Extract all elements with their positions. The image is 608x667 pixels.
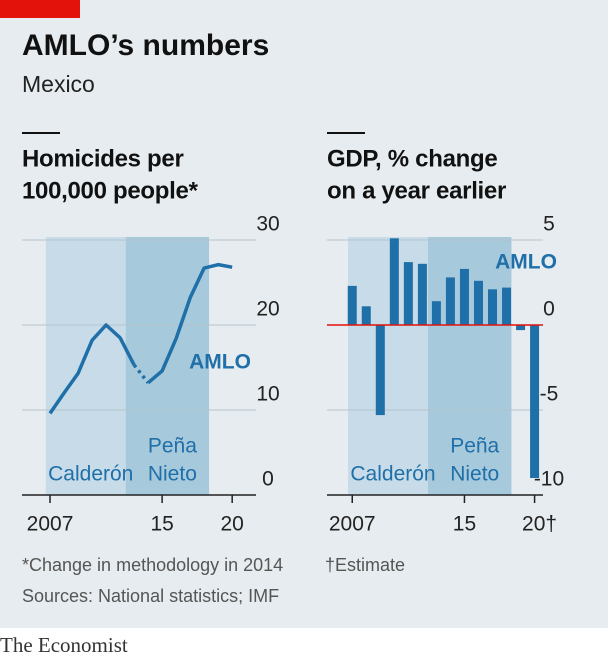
- bar: [502, 287, 512, 325]
- panel-title: Homicides per: [22, 145, 184, 172]
- bar: [403, 262, 413, 325]
- bar: [459, 268, 469, 325]
- bar: [445, 277, 455, 325]
- period-label: Calderón: [48, 463, 133, 486]
- period-label: Nieto: [148, 463, 197, 486]
- bar: [361, 306, 371, 325]
- bar: [530, 325, 540, 478]
- bar: [473, 280, 483, 325]
- y-tick-label: 5: [543, 213, 555, 236]
- bar: [389, 238, 399, 325]
- y-tick-label: 0: [543, 298, 555, 321]
- period-label: Peña: [148, 435, 197, 458]
- y-tick-label: -5: [540, 383, 559, 406]
- source: Sources: National statistics; IMF: [22, 586, 279, 606]
- period-label: Nieto: [450, 463, 499, 486]
- chart-subtitle: Mexico: [22, 71, 95, 97]
- bar: [516, 325, 526, 331]
- period-label: AMLO: [495, 251, 557, 274]
- period-band: [427, 237, 512, 495]
- y-tick-label: 10: [256, 383, 279, 406]
- period-label: Peña: [450, 435, 499, 458]
- x-tick-label: 20: [220, 513, 243, 536]
- x-tick-label: 20†: [522, 513, 557, 536]
- period-band: [45, 237, 126, 495]
- bar: [417, 263, 427, 325]
- red-tag: [0, 0, 80, 18]
- data-line: [48, 323, 136, 415]
- x-tick-label: 2007: [27, 513, 74, 536]
- x-tick-label: 2007: [329, 513, 376, 536]
- y-tick-label: 20: [256, 298, 279, 321]
- bar: [375, 325, 385, 416]
- y-tick-label: -10: [534, 468, 564, 491]
- period-label: Calderón: [350, 463, 435, 486]
- period-band: [125, 237, 210, 495]
- x-tick-label: 15: [453, 513, 476, 536]
- bar: [431, 301, 441, 325]
- panel-title: 100,000 people*: [22, 177, 199, 204]
- data-line: [146, 262, 233, 385]
- chart-title: AMLO’s numbers: [22, 29, 269, 62]
- footnote: †Estimate: [325, 555, 405, 575]
- period-label: AMLO: [189, 351, 251, 374]
- brand: The Economist: [0, 633, 128, 657]
- bar: [488, 289, 498, 325]
- y-tick-label: 30: [256, 213, 279, 236]
- footnote: *Change in methodology in 2014: [22, 555, 283, 575]
- period-band: [348, 237, 428, 495]
- panel-title: on a year earlier: [327, 177, 506, 204]
- panel-title: GDP, % change: [327, 145, 497, 172]
- y-tick-label: 0: [262, 468, 274, 491]
- x-tick-label: 15: [150, 513, 173, 536]
- bar: [347, 285, 357, 325]
